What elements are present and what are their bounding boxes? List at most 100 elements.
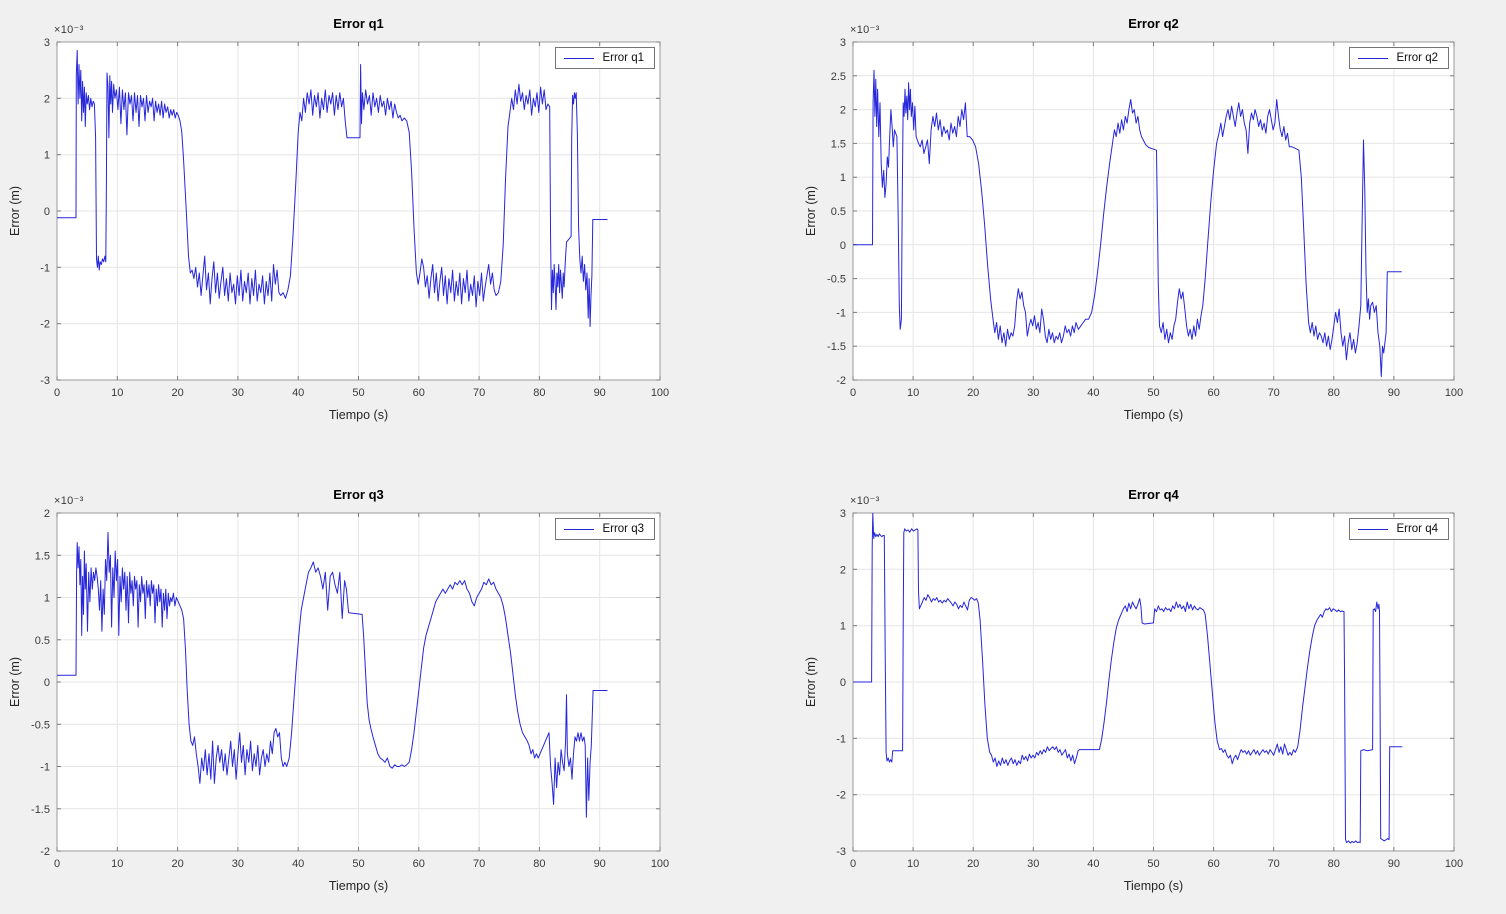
legend-line-sample xyxy=(564,528,595,530)
svg-text:-0.5: -0.5 xyxy=(827,274,846,286)
svg-text:0: 0 xyxy=(44,677,50,689)
svg-text:-1: -1 xyxy=(40,762,50,774)
svg-text:60: 60 xyxy=(413,387,425,399)
svg-text:30: 30 xyxy=(1027,858,1039,870)
legend-label: Error q1 xyxy=(602,52,644,64)
svg-text:1: 1 xyxy=(44,593,50,605)
svg-text:10: 10 xyxy=(111,858,123,870)
y-axis-label: Error (m) xyxy=(804,186,818,236)
plot-svg-q3: 0 10 20 30 40 50 60 70 80 90 100 -2 -1.5 -1 -0.5 0 0.5 1 1… xyxy=(31,508,669,870)
svg-text:80: 80 xyxy=(533,387,545,399)
svg-text:70: 70 xyxy=(1268,387,1280,399)
chart-title: Error q3 xyxy=(333,487,384,502)
chart-error-q1: 0 10 20 30 40 50 60 70 80 90 100 -3 -2 -1 0 1 2 3 Error q… xyxy=(0,0,753,457)
svg-text:3: 3 xyxy=(840,508,846,520)
svg-text:-3: -3 xyxy=(40,375,50,387)
y-axis-exponent: ×10⁻³ xyxy=(850,495,880,507)
svg-text:100: 100 xyxy=(1445,387,1463,399)
svg-text:30: 30 xyxy=(232,387,244,399)
svg-text:80: 80 xyxy=(1328,858,1340,870)
svg-text:20: 20 xyxy=(967,858,979,870)
svg-text:-1: -1 xyxy=(40,262,50,274)
plot-svg-q4: 0 10 20 30 40 50 60 70 80 90 100 -3 -2 -1 0 1 2 3 xyxy=(836,508,1463,870)
svg-text:-3: -3 xyxy=(836,846,846,858)
legend-line-sample xyxy=(1358,57,1389,59)
svg-text:40: 40 xyxy=(1087,858,1099,870)
plot-svg-q1: 0 10 20 30 40 50 60 70 80 90 100 -3 -2 -1 0 1 2 3 xyxy=(40,37,669,399)
legend-label: Error q3 xyxy=(602,523,644,535)
chart-title: Error q1 xyxy=(333,16,384,31)
svg-text:100: 100 xyxy=(651,858,669,870)
svg-text:-2: -2 xyxy=(40,319,50,331)
svg-text:20: 20 xyxy=(171,387,183,399)
svg-text:2: 2 xyxy=(840,105,846,117)
svg-text:70: 70 xyxy=(473,387,485,399)
svg-text:2.5: 2.5 xyxy=(831,71,846,83)
svg-text:0: 0 xyxy=(54,387,60,399)
svg-text:100: 100 xyxy=(651,387,669,399)
svg-text:1: 1 xyxy=(840,621,846,633)
y-axis-exponent: ×10⁻³ xyxy=(850,24,880,36)
legend-label: Error q4 xyxy=(1396,523,1438,535)
y-axis-label: Error (m) xyxy=(8,657,22,707)
legend-label: Error q2 xyxy=(1396,52,1438,64)
svg-text:40: 40 xyxy=(292,858,304,870)
svg-text:0: 0 xyxy=(840,240,846,252)
svg-text:40: 40 xyxy=(292,387,304,399)
svg-text:0: 0 xyxy=(840,677,846,689)
svg-text:3: 3 xyxy=(840,37,846,49)
svg-text:50: 50 xyxy=(1147,387,1159,399)
y-axis-label: Error (m) xyxy=(8,186,22,236)
svg-text:10: 10 xyxy=(111,387,123,399)
svg-text:0.5: 0.5 xyxy=(831,206,846,218)
legend-line-sample xyxy=(564,57,595,59)
svg-text:-0.5: -0.5 xyxy=(31,719,50,731)
plot-svg-q2: 0 10 20 30 40 50 60 70 80 90 100 -2 -1.5 -1 -0.5 0 0.5 1 1… xyxy=(827,37,1463,399)
legend: Error q3 xyxy=(555,518,655,540)
y-axis-label: Error (m) xyxy=(804,657,818,707)
svg-text:100: 100 xyxy=(1445,858,1463,870)
svg-text:-1: -1 xyxy=(836,733,846,745)
svg-text:2: 2 xyxy=(840,564,846,576)
svg-text:50: 50 xyxy=(1147,858,1159,870)
x-axis-label: Tiempo (s) xyxy=(1123,408,1184,422)
chart-error-q4: 0 10 20 30 40 50 60 70 80 90 100 -3 -2 -1 0 1 2 3 Error q… xyxy=(753,457,1506,914)
svg-text:2: 2 xyxy=(44,93,50,105)
svg-text:20: 20 xyxy=(171,858,183,870)
svg-text:-2: -2 xyxy=(836,790,846,802)
svg-text:1.5: 1.5 xyxy=(831,138,846,150)
svg-text:40: 40 xyxy=(1087,387,1099,399)
svg-text:60: 60 xyxy=(1207,387,1219,399)
svg-text:20: 20 xyxy=(967,387,979,399)
svg-text:50: 50 xyxy=(352,387,364,399)
svg-text:0: 0 xyxy=(54,858,60,870)
svg-text:3: 3 xyxy=(44,37,50,49)
svg-text:60: 60 xyxy=(1207,858,1219,870)
x-axis-label: Tiempo (s) xyxy=(328,408,389,422)
svg-text:60: 60 xyxy=(413,858,425,870)
svg-text:90: 90 xyxy=(1388,387,1400,399)
chart-title: Error q4 xyxy=(1128,487,1179,502)
svg-text:90: 90 xyxy=(1388,858,1400,870)
svg-text:0: 0 xyxy=(850,858,856,870)
svg-text:-1: -1 xyxy=(836,307,846,319)
svg-text:80: 80 xyxy=(533,858,545,870)
svg-text:10: 10 xyxy=(907,858,919,870)
svg-text:0: 0 xyxy=(850,387,856,399)
legend: Error q1 xyxy=(555,47,655,69)
svg-text:70: 70 xyxy=(473,858,485,870)
svg-text:30: 30 xyxy=(1027,387,1039,399)
svg-text:1.5: 1.5 xyxy=(35,550,50,562)
svg-text:0: 0 xyxy=(44,206,50,218)
svg-text:-2: -2 xyxy=(836,375,846,387)
svg-text:-1.5: -1.5 xyxy=(827,341,846,353)
y-axis-exponent: ×10⁻³ xyxy=(54,24,84,36)
chart-error-q3: 0 10 20 30 40 50 60 70 80 90 100 -2 -1.5 -1 -0.5 0 0.5 1 1… xyxy=(0,457,753,914)
y-axis-exponent: ×10⁻³ xyxy=(54,495,84,507)
svg-text:-1.5: -1.5 xyxy=(31,804,50,816)
legend: Error q2 xyxy=(1349,47,1449,69)
svg-text:80: 80 xyxy=(1328,387,1340,399)
svg-text:50: 50 xyxy=(352,858,364,870)
legend-line-sample xyxy=(1358,528,1389,530)
